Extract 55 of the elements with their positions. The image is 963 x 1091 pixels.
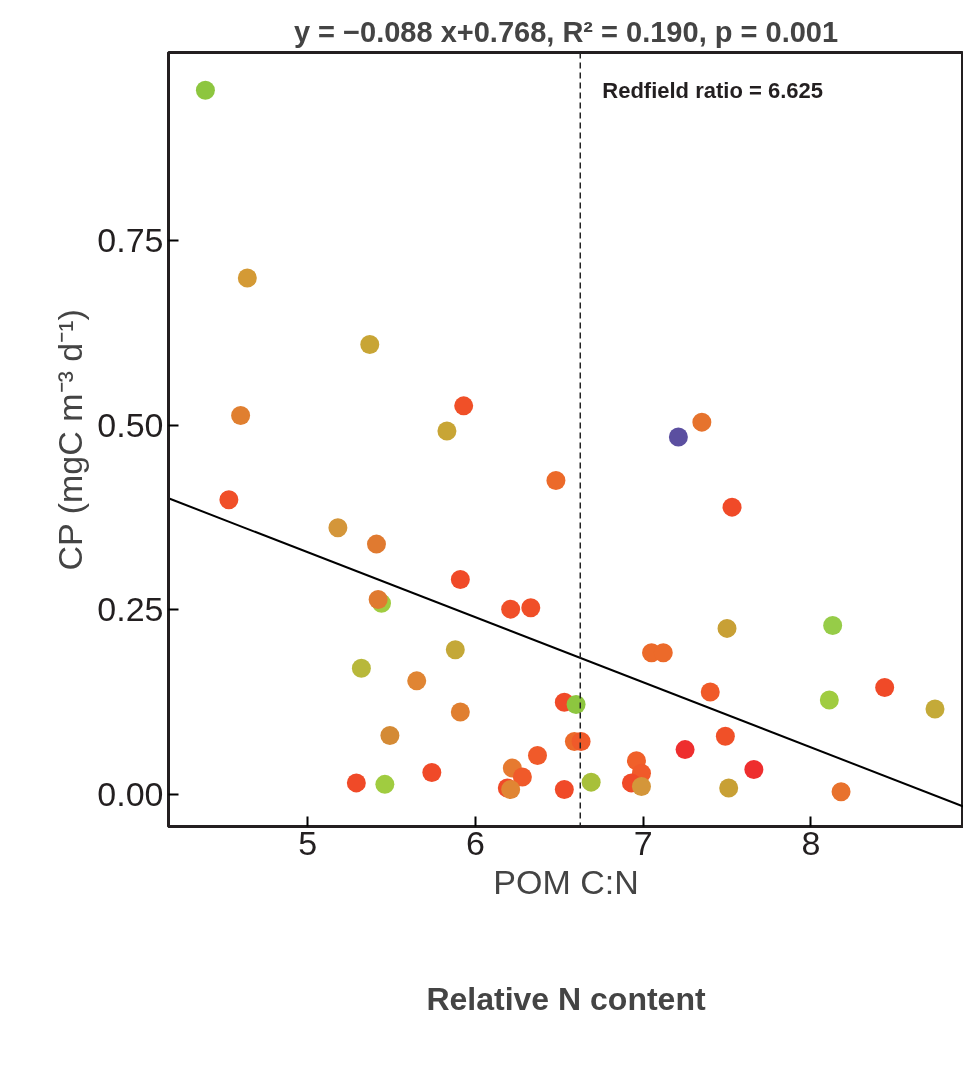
x-tick-label: 5 bbox=[298, 823, 318, 862]
point bbox=[819, 690, 839, 710]
point bbox=[722, 497, 742, 517]
y-tick-label: 0.75 bbox=[97, 220, 164, 259]
text: Relative N content bbox=[426, 980, 706, 1017]
y-axis-title: CP (mgC m⁻³ d⁻¹) bbox=[51, 309, 90, 571]
point bbox=[512, 767, 532, 787]
point bbox=[366, 534, 386, 554]
point bbox=[715, 726, 735, 746]
point bbox=[437, 421, 457, 441]
point bbox=[566, 695, 586, 714]
point bbox=[237, 268, 257, 288]
point bbox=[719, 778, 739, 798]
x-tick-label: 8 bbox=[801, 823, 821, 862]
point bbox=[700, 682, 720, 702]
point bbox=[375, 774, 395, 794]
point bbox=[925, 699, 945, 719]
y-tick-label: 0.00 bbox=[97, 775, 164, 814]
y-tick-label: 0.25 bbox=[97, 590, 164, 629]
point bbox=[521, 598, 541, 618]
chart-title: y = −0.088 x+0.768, R² = 0.190, p = 0.001 bbox=[293, 15, 839, 48]
x-tick-label: 6 bbox=[465, 823, 485, 862]
point bbox=[195, 80, 215, 100]
point bbox=[380, 726, 400, 746]
point bbox=[554, 780, 574, 800]
point bbox=[407, 671, 427, 691]
point bbox=[360, 335, 380, 354]
point bbox=[450, 570, 470, 590]
point bbox=[717, 618, 737, 638]
point bbox=[346, 773, 366, 793]
ref-line-label: Redfield ratio = 6.625 bbox=[602, 77, 823, 103]
point bbox=[831, 782, 851, 802]
x-axis-title: POM C:N bbox=[493, 862, 639, 901]
point bbox=[527, 746, 547, 766]
point bbox=[501, 599, 521, 619]
point bbox=[231, 405, 251, 425]
point bbox=[744, 760, 764, 780]
point bbox=[450, 702, 470, 722]
y-tick-label: 0.50 bbox=[97, 405, 164, 444]
point bbox=[445, 640, 465, 660]
point bbox=[328, 518, 348, 538]
point bbox=[422, 763, 442, 783]
point bbox=[546, 471, 566, 491]
point bbox=[675, 740, 695, 760]
point bbox=[631, 777, 651, 797]
point bbox=[581, 772, 601, 792]
point bbox=[668, 427, 688, 447]
point bbox=[875, 678, 895, 697]
point bbox=[219, 490, 239, 510]
x-tick-label: 7 bbox=[633, 823, 653, 862]
point bbox=[351, 658, 371, 678]
point bbox=[454, 396, 474, 416]
point bbox=[571, 732, 591, 751]
point bbox=[823, 615, 843, 635]
point bbox=[692, 412, 712, 432]
